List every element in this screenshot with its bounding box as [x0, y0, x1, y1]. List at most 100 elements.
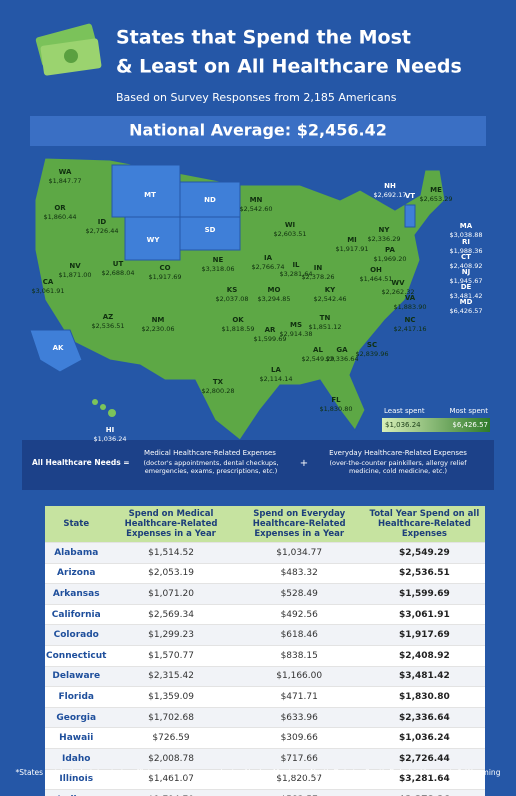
legend-value: $6,426.57 [452, 421, 488, 429]
table-cell: Alabama [45, 542, 108, 564]
state-value: $2,688.04 [101, 269, 134, 277]
definition-box [22, 440, 494, 490]
table-row: Delaware $2,315.42 $1,166.00 $3,481.42 [45, 665, 485, 687]
table-cell: Florida [45, 686, 108, 708]
state-value: $2,230.06 [141, 325, 174, 333]
state-value: $3,281.64 [279, 270, 312, 278]
state-abbr: GA [336, 346, 348, 354]
state-abbr: MA [460, 222, 473, 230]
table-cell: $717.66 [234, 747, 364, 770]
state-value: $1,969.20 [373, 255, 406, 263]
definition-term: Medical Healthcare-Related Expenses [144, 449, 276, 457]
table-row: Idaho $2,008.78 $717.66 $2,726.44 [45, 747, 485, 770]
state-value: $3,038.88 [449, 231, 482, 239]
table-cell: $2,008.78 [107, 747, 235, 770]
state-abbr: TX [213, 378, 224, 386]
table-cell: California [45, 603, 108, 625]
state-abbr: MO [268, 286, 281, 294]
table-cell: $2,726.44 [363, 747, 485, 770]
legend-label: Most spent [449, 407, 488, 415]
definition-term: Everyday Healthcare-Related Expenses [329, 449, 467, 457]
state-abbr: WY [147, 236, 161, 244]
state-abbr: MS [290, 321, 302, 329]
state-value: $1,871.00 [58, 271, 91, 279]
column-header: Total Year Spend on all Healthcare-Relat… [363, 506, 485, 543]
table-cell: $1,570.77 [107, 644, 235, 667]
table-cell: $1,036.24 [363, 727, 485, 749]
state-abbr: WI [285, 221, 295, 229]
state-abbr: MN [250, 196, 263, 204]
state-value: $1,036.24 [93, 435, 126, 443]
state-abbr: KS [227, 286, 237, 294]
state-abbr: MD [460, 298, 473, 306]
state-value: $2,408.92 [449, 262, 482, 270]
table-row: California $2,569.34 $492.56 $3,061.91 [45, 603, 485, 625]
table-cell: Colorado [45, 624, 108, 646]
state-value: $3,481.42 [449, 292, 482, 300]
state-value: $2,839.96 [355, 350, 388, 358]
table-cell: $2,336.64 [363, 706, 485, 728]
state-value: $2,262.32 [381, 288, 414, 296]
state-abbr: NE [213, 256, 224, 264]
table-row: Indiana$1,794.70$583.57$2,378.26 [45, 789, 485, 796]
table-cell: Idaho [45, 747, 108, 770]
state-abbr: OH [370, 266, 382, 274]
table-row: Florida $1,359.09 $471.71 $1,830.80 [45, 686, 485, 708]
state-value: $1,988.36 [449, 247, 482, 255]
state-abbr: NH [384, 182, 396, 190]
table-cell: $1,794.70 [107, 789, 235, 796]
column-header: Spend on Medical Healthcare-Related Expe… [107, 506, 235, 543]
state-abbr: VA [405, 294, 416, 302]
state-abbr: AR [265, 326, 276, 334]
plus-sign: + [300, 458, 308, 469]
money-icon [35, 23, 102, 76]
state-abbr: ME [430, 186, 442, 194]
table-cell: $726.59 [107, 727, 235, 749]
state-value: $1,599.69 [253, 335, 286, 343]
table-cell: $3,481.42 [363, 665, 485, 687]
table-cell: $1,514.52 [107, 542, 235, 564]
state-abbr: TN [320, 314, 331, 322]
state-value: $2,542.60 [239, 205, 272, 213]
definition-detail: (doctor's appointments, dental checkups,… [143, 459, 279, 475]
table-cell: $1,820.57 [234, 768, 364, 790]
table-row: Alabama $1,514.52 $1,034.77 $2,549.29 [45, 542, 485, 564]
table-cell: $2,408.92 [363, 644, 485, 667]
state-abbr: CT [461, 253, 471, 261]
table-cell: $1,034.77 [234, 542, 364, 564]
state-value: $2,536.51 [91, 322, 124, 330]
state-abbr: OR [54, 204, 66, 212]
state-abbr: ID [98, 218, 107, 226]
title-continuation: & Least on All Healthcare Needs [116, 56, 462, 78]
table-row: Arizona $2,053.19 $483.32 $2,536.51 [45, 562, 485, 584]
column-header: State [45, 506, 108, 543]
table-cell: $2,549.29 [363, 542, 485, 564]
state-abbr: NV [69, 262, 81, 270]
state-value: $3,061.91 [31, 287, 64, 295]
state-abbr: IA [264, 254, 273, 262]
state-value: $1,917.91 [335, 245, 368, 253]
state-abbr: ND [204, 196, 216, 204]
table-row: Georgia $1,702.68 $633.96 $2,336.64 [45, 706, 485, 728]
table-cell: Hawaii [45, 727, 108, 749]
table-row: Connecticut $1,570.77 $838.15 $2,408.92 [45, 644, 485, 667]
table-cell: Arkansas [45, 583, 108, 605]
table-cell: $618.46 [234, 624, 364, 646]
legend-bar [382, 418, 490, 432]
state-value: $1,818.59 [221, 325, 254, 333]
legend-label: Least spent [384, 407, 425, 415]
state-abbr: FL [331, 396, 341, 404]
state-value: $1,883.90 [393, 303, 426, 311]
table-cell: $1,702.68 [107, 706, 235, 728]
no-data-states [29, 164, 416, 373]
table-cell: $3,281.64 [363, 768, 485, 790]
state-abbr: IL [292, 261, 300, 269]
data-table: State Spend on Medical Healthcare-Related… [45, 506, 485, 796]
state-abbr: OK [232, 316, 244, 324]
subtitle: Based on Survey Responses from 2,185 Ame… [116, 91, 397, 104]
state-abbr: PA [385, 246, 395, 254]
table-cell: $1,166.00 [234, 665, 364, 687]
state-abbr: SD [205, 226, 216, 234]
state-abbr: MI [347, 236, 357, 244]
